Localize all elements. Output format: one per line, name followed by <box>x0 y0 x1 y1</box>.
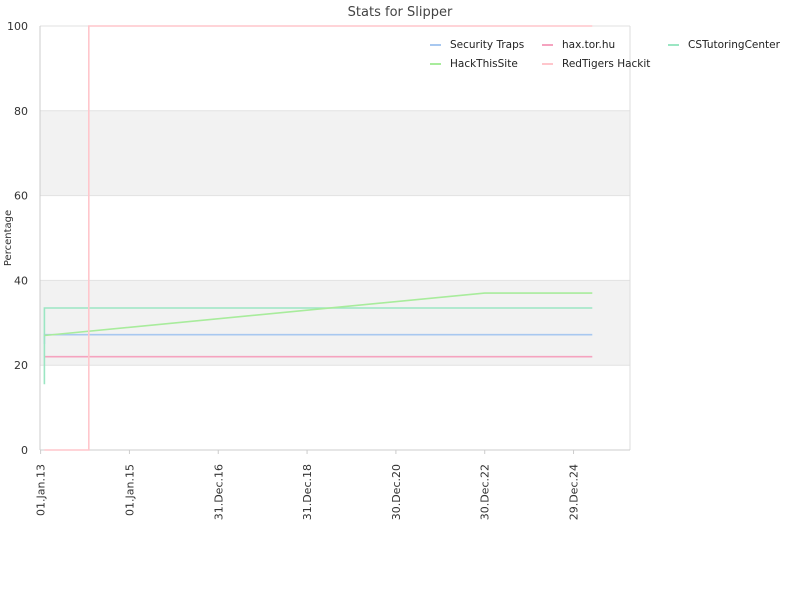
x-tick-labels: 01.Jan.13 01.Jan.15 31.Dec.16 31.Dec.18 30.D… <box>35 450 581 520</box>
legend-label: hax.tor.hu <box>562 39 615 51</box>
x-tick-label: 01.Jan.13 <box>35 464 48 516</box>
series-line <box>44 25 593 451</box>
y-tick-label: 20 <box>14 359 28 372</box>
y-tick-label: 80 <box>14 105 28 118</box>
axes <box>39 26 631 451</box>
legend: Security Traps hax.tor.hu CSTutoringCenter… <box>430 39 781 70</box>
y-tick-labels: 0 20 40 60 80 100 <box>7 20 28 457</box>
x-tick-label: 29.Dec.24 <box>568 464 581 520</box>
legend-label: HackThisSite <box>450 58 518 70</box>
x-tick-label: 01.Jan.15 <box>123 464 136 516</box>
x-tick-label: 31.Dec.18 <box>301 464 314 520</box>
y-tick-label: 60 <box>14 190 28 203</box>
x-tick-label: 30.Dec.22 <box>479 464 492 520</box>
legend-label: Security Traps <box>450 39 524 51</box>
series-lines <box>43 25 593 451</box>
grid-bands <box>40 110 630 366</box>
y-tick-label: 40 <box>14 274 28 287</box>
x-tick-label: 31.Dec.16 <box>212 464 225 520</box>
grid-lines <box>40 25 630 451</box>
grid-band <box>40 280 630 366</box>
series-line <box>44 292 593 337</box>
grid-band <box>40 110 630 196</box>
x-tick-label: 30.Dec.20 <box>390 464 403 520</box>
y-tick-label: 0 <box>21 444 28 457</box>
chart-title: Stats for Slipper <box>348 5 453 20</box>
y-axis-label: Percentage <box>3 210 14 266</box>
y-tick-label: 100 <box>7 20 28 33</box>
legend-label: RedTigers Hackit <box>562 58 650 70</box>
series-line <box>43 307 593 385</box>
legend-label: CSTutoringCenter <box>688 39 781 51</box>
